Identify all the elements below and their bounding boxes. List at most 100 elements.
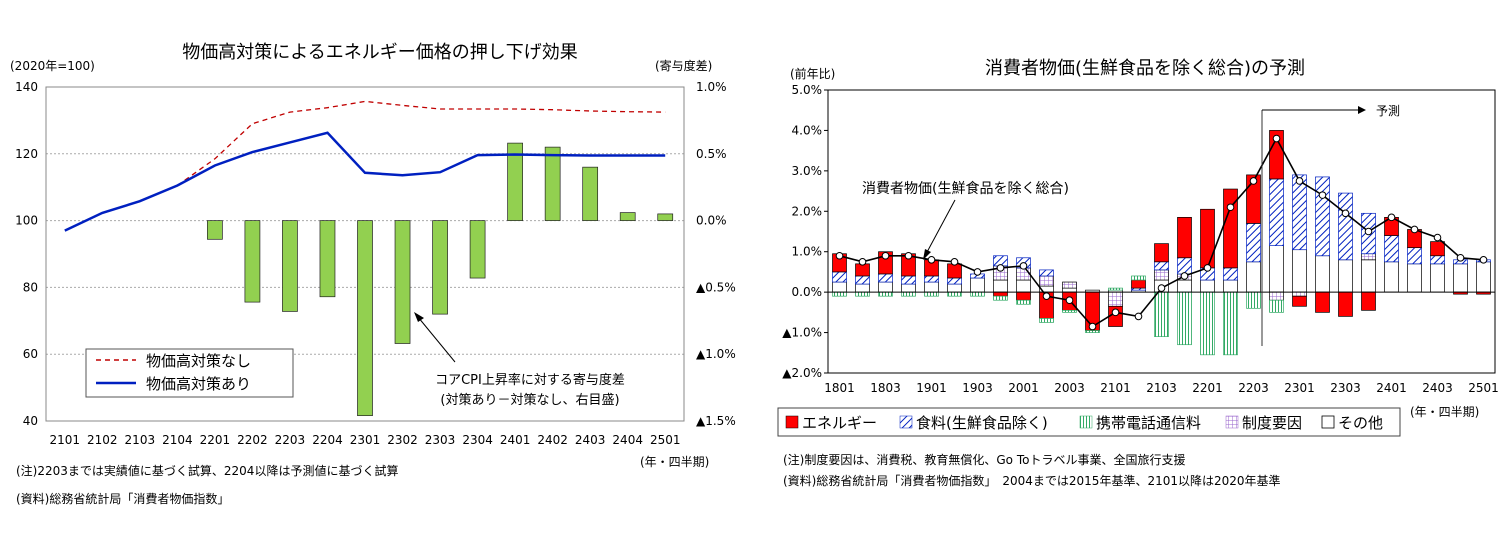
right-bar-segment-2: [1269, 178, 1284, 247]
right-bar-segment-3: [947, 263, 962, 279]
right-y-axis-label: (前年比): [790, 66, 835, 81]
left-x-tick-label: 2402: [537, 433, 568, 447]
left-y-tick-label: 120: [15, 147, 38, 161]
left-legend-box: [85, 348, 294, 398]
left-x-tick-label: 2101: [49, 433, 80, 447]
forecast-label: 予測: [1376, 104, 1400, 118]
right-line-label-arrow: [925, 199, 956, 255]
right-bar-segment-3: [855, 263, 870, 277]
right-bar-segment-2: [1223, 267, 1238, 281]
annotation-arrowhead: [414, 312, 424, 322]
right-bar-segment-2: [1039, 269, 1054, 277]
right-cpi-marker: [835, 251, 844, 260]
right-bar-segment-4: [924, 291, 939, 297]
right-bar-segment-0: [1407, 263, 1422, 293]
right-bar-segment-4: [1177, 291, 1192, 346]
right-cpi-marker: [1042, 292, 1051, 300]
right-bar-segment-0: [1338, 259, 1353, 293]
left-x-tick-label: 2102: [87, 433, 118, 447]
right-bar-segment-2: [878, 273, 893, 283]
legend-swatch-energy: [785, 415, 799, 429]
left-plot-frame: [45, 86, 685, 422]
left-bar: [619, 212, 636, 221]
right-cpi-marker: [1019, 262, 1028, 270]
right-legend: エネルギー 食料(生鮮食品除く) 携帯電話通信料 制度要因 その他: [777, 407, 1401, 437]
legend-label-energy: エネルギー: [802, 414, 877, 432]
right-x-tick-label: 1903: [962, 381, 993, 395]
right-bar-segment-4: [1039, 318, 1054, 323]
right-bar-segment-4: [1085, 330, 1100, 333]
right-bar-segment-0: [1269, 245, 1284, 293]
right-bar-segment-4: [1131, 275, 1146, 281]
right-bar-segment-0: [1476, 261, 1491, 293]
right-x-tick-label: 2003: [1054, 381, 1085, 395]
right-bar-segment-3: [1315, 291, 1330, 313]
left-x-tick-label: 2203: [275, 433, 306, 447]
right-bar-segment-3: [1292, 295, 1307, 307]
legend-label-other: その他: [1338, 414, 1383, 432]
right-cpi-marker: [1364, 227, 1373, 236]
right-bar-segment-0: [1361, 259, 1376, 293]
right-bar-segment-3: [1154, 243, 1169, 263]
right-bar-segment-0: [1177, 279, 1192, 293]
right-bar-segment-3: [1430, 241, 1445, 257]
left-y-tick-label: 100: [15, 214, 38, 228]
left-x-tick-label: 2304: [462, 433, 493, 447]
left-x-tick-label: 2103: [125, 433, 156, 447]
right-y-tick-label: 0.0%: [792, 285, 823, 299]
right-bar-segment-4: [855, 291, 870, 297]
right-cpi-marker: [1433, 233, 1442, 242]
right-y-tick-label: 2.0%: [792, 204, 823, 218]
left-bar: [507, 142, 523, 221]
right-bar-segment-0: [1062, 287, 1077, 293]
legend-label-with-measures: 物価高対策あり: [146, 375, 251, 393]
right-bar-segment-2: [924, 275, 939, 283]
right-bar-segment-0: [855, 283, 870, 293]
legend-label-policy: 制度要因: [1242, 414, 1302, 432]
right-bar-segment-4: [970, 291, 985, 297]
right-bar-segment-4: [947, 291, 962, 297]
right-x-unit-label: (年・四半期): [1410, 405, 1479, 419]
left-chart: 物価高対策によるエネルギー価格の押し下げ効果 (2020年=100) (寄与度差…: [10, 42, 736, 506]
line-no-measures: [177, 100, 666, 187]
right-cpi-marker: [1318, 191, 1327, 199]
left-x-ticks: 2101 2102 2103 2104 2201 2202 2203 2204 2301 2302…: [49, 433, 680, 447]
left-bar: [657, 213, 674, 221]
right-x-tick-label: 2403: [1422, 381, 1453, 395]
right-x-tick-label: 2101: [1100, 381, 1131, 395]
right-bar-segment-1: [1016, 267, 1031, 281]
left-bar: [357, 220, 373, 417]
left-x-tick-label: 2204: [312, 433, 343, 447]
right-source: (資料)総務省統計局「消費者物価指数」 2004までは2015年基準、2101以…: [783, 473, 1281, 488]
right-bar-segment-4: [1246, 291, 1261, 309]
right-cpi-marker: [1226, 203, 1235, 212]
right-bar-segment-0: [970, 277, 985, 293]
left-line-series: [64, 100, 666, 232]
right-bar-segment-3: [1338, 291, 1353, 317]
right-bar-segment-4: [993, 295, 1008, 301]
right-bar-segment-1: [1292, 291, 1307, 297]
right-x-tick-label: 1803: [870, 381, 901, 395]
right-bar-segment-4: [1154, 291, 1169, 337]
right-bar-segment-0: [1430, 263, 1445, 293]
right-bar-segment-0: [832, 281, 847, 293]
left-y-tick-label: 60: [23, 347, 38, 361]
right-cpi-marker: [858, 258, 867, 266]
right-cpi-marker: [996, 264, 1005, 272]
left-x-unit-label: (年・四半期): [640, 455, 709, 469]
left-x-tick-label: 2401: [500, 433, 531, 447]
right-y-tick-label: 4.0%: [792, 123, 823, 137]
left-y2-tick-label: 1.0%: [696, 80, 727, 94]
left-x-tick-label: 2301: [350, 433, 381, 447]
right-x-tick-label: 2501: [1468, 381, 1499, 395]
right-y-ticks: ▲2.0% ▲1.0% 0.0% 1.0% 2.0% 3.0% 4.0% 5.0%: [782, 83, 828, 380]
right-cpi-marker: [1065, 296, 1074, 305]
left-bar: [582, 166, 599, 221]
right-y-tick-label: 5.0%: [792, 83, 823, 97]
right-bar-segment-2: [1407, 247, 1422, 265]
right-y-tick-label: ▲2.0%: [782, 366, 822, 380]
right-bar-segment-0: [1246, 261, 1261, 293]
right-line-series: [835, 134, 1488, 331]
right-cpi-marker: [1410, 225, 1419, 234]
